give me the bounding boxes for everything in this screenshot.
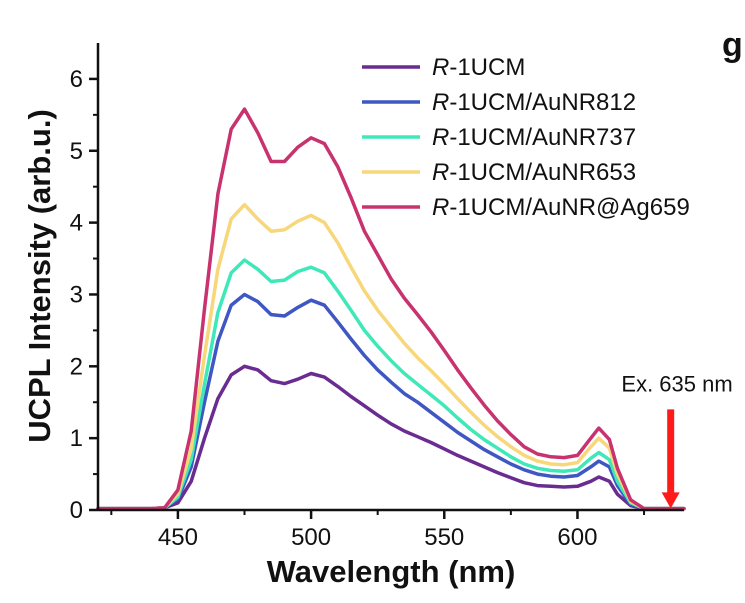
legend-label-prefix: R [432, 194, 449, 221]
x-tick-label: 600 [557, 524, 597, 551]
y-tick-label: 1 [70, 425, 83, 452]
y-tick-label: 4 [70, 210, 83, 237]
series-line-1 [96, 364, 686, 511]
legend-label-4: R-1UCM/AuNR653 [432, 159, 636, 186]
series-line-3 [96, 258, 686, 511]
y-tick-label: 2 [70, 353, 83, 380]
x-axis-title: Wavelength (nm) [267, 554, 516, 589]
excitation-arrow-head [661, 492, 680, 509]
legend-label-prefix: R [432, 54, 449, 81]
legend-label-3: R-1UCM/AuNR737 [432, 124, 636, 151]
legend-label-prefix: R [432, 124, 449, 151]
series-line-2 [96, 292, 686, 511]
panel-letter: g [722, 26, 743, 64]
x-tick-label: 550 [424, 524, 464, 551]
legend-label-suffix: -1UCM/AuNR737 [449, 124, 636, 151]
x-tick-label: 450 [158, 524, 198, 551]
y-tick-label: 3 [70, 281, 83, 308]
axes [96, 43, 684, 512]
y-axis-title: UCPL Intensity (arb.u.) [22, 109, 57, 443]
legend: R-1UCMR-1UCM/AuNR812R-1UCM/AuNR737R-1UCM… [362, 54, 690, 221]
legend-label-suffix: -1UCM/AuNR812 [449, 89, 636, 116]
legend-label-5: R-1UCM/AuNR@Ag659 [432, 194, 690, 221]
legend-label-suffix: -1UCM/AuNR653 [449, 159, 636, 186]
series-line-5 [96, 107, 686, 511]
x-tick-label: 500 [291, 524, 331, 551]
y-tick-label: 0 [70, 497, 83, 524]
y-tick-label: 6 [70, 66, 83, 93]
legend-label-1: R-1UCM [432, 54, 525, 81]
legend-label-suffix: -1UCM/AuNR@Ag659 [449, 194, 689, 221]
series-line-4 [96, 202, 686, 511]
legend-label-2: R-1UCM/AuNR812 [432, 89, 636, 116]
excitation-label: Ex. 635 nm [621, 371, 732, 396]
legend-label-suffix: -1UCM [449, 54, 525, 81]
legend-label-prefix: R [432, 89, 449, 116]
annotations: Ex. 635 nm [621, 371, 733, 509]
plot-lines [96, 107, 686, 511]
y-tick-label: 5 [70, 138, 83, 165]
legend-label-prefix: R [432, 159, 449, 186]
y-ticks: 0 1 2 3 4 5 6 [70, 66, 98, 524]
x-ticks: 450 500 550 600 [110, 510, 646, 551]
